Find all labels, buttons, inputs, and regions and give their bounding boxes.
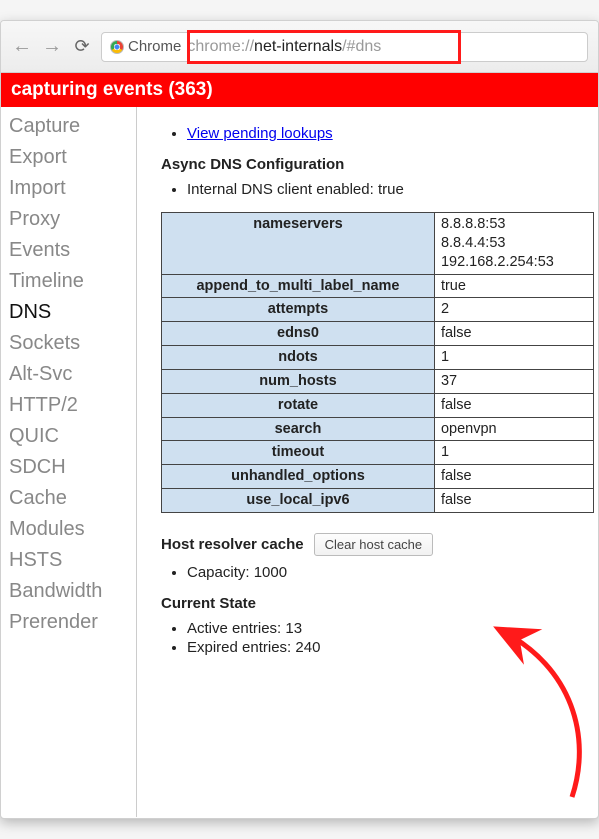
cfg-val-timeout: 1: [434, 441, 593, 465]
main-panel: View pending lookups Async DNS Configura…: [137, 107, 598, 817]
sidebar-item-alt-svc[interactable]: Alt-Svc: [9, 359, 136, 390]
capacity-text: Capacity: 1000: [187, 564, 594, 581]
table-row: unhandled_optionsfalse: [162, 465, 594, 489]
url-text: chrome://net-internals/#dns: [187, 38, 381, 56]
cfg-val-nameservers: 8.8.8.8:538.8.4.4:53192.168.2.254:53: [434, 213, 593, 275]
client-enabled-text: Internal DNS client enabled: true: [187, 181, 594, 198]
clear-host-cache-button[interactable]: Clear host cache: [314, 533, 434, 556]
sidebar-item-import[interactable]: Import: [9, 173, 136, 204]
forward-button[interactable]: →: [41, 35, 63, 58]
cfg-key-edns0: edns0: [162, 322, 435, 346]
cfg-key-rotate: rotate: [162, 393, 435, 417]
sidebar-item-hsts[interactable]: HSTS: [9, 545, 136, 576]
capture-banner: capturing events (363): [1, 73, 598, 107]
cfg-val-use_local_ipv6: false: [434, 489, 593, 513]
chrome-badge-label: Chrome: [128, 38, 181, 55]
cfg-key-num_hosts: num_hosts: [162, 369, 435, 393]
reload-button[interactable]: ⟳: [71, 36, 93, 57]
url-host: net-internals: [254, 38, 342, 55]
cfg-key-timeout: timeout: [162, 441, 435, 465]
view-pending-link[interactable]: View pending lookups: [187, 125, 333, 142]
current-state-header: Current State: [161, 595, 594, 612]
cfg-key-append_to_multi_label_name: append_to_multi_label_name: [162, 274, 435, 298]
sidebar-item-timeline[interactable]: Timeline: [9, 266, 136, 297]
table-row: nameservers8.8.8.8:538.8.4.4:53192.168.2…: [162, 213, 594, 275]
capture-banner-text: capturing events (363): [11, 79, 213, 100]
table-row: timeout1: [162, 441, 594, 465]
cfg-val-edns0: false: [434, 322, 593, 346]
sidebar-item-cache[interactable]: Cache: [9, 483, 136, 514]
table-row: ndots1: [162, 346, 594, 370]
cfg-val-rotate: false: [434, 393, 593, 417]
dns-config-table: nameservers8.8.8.8:538.8.4.4:53192.168.2…: [161, 212, 594, 513]
sidebar-item-capture[interactable]: Capture: [9, 111, 136, 142]
active-entries-text: Active entries: 13: [187, 620, 594, 637]
sidebar-item-dns[interactable]: DNS: [9, 297, 136, 328]
back-button[interactable]: ←: [11, 35, 33, 58]
chrome-icon: [110, 40, 124, 54]
cfg-key-use_local_ipv6: use_local_ipv6: [162, 489, 435, 513]
cfg-val-num_hosts: 37: [434, 369, 593, 393]
browser-window: ← → ⟳ Chrome chrome://net-internals/#dns…: [0, 20, 599, 819]
cfg-key-nameservers: nameservers: [162, 213, 435, 275]
table-row: use_local_ipv6false: [162, 489, 594, 513]
cfg-val-attempts: 2: [434, 298, 593, 322]
table-row: edns0false: [162, 322, 594, 346]
url-path: /#dns: [342, 38, 381, 55]
sidebar-item-bandwidth[interactable]: Bandwidth: [9, 576, 136, 607]
cfg-val-append_to_multi_label_name: true: [434, 274, 593, 298]
sidebar-item-prerender[interactable]: Prerender: [9, 607, 136, 638]
sidebar-item-export[interactable]: Export: [9, 142, 136, 173]
cfg-val-unhandled_options: false: [434, 465, 593, 489]
cfg-key-ndots: ndots: [162, 346, 435, 370]
sidebar-item-sockets[interactable]: Sockets: [9, 328, 136, 359]
sidebar-item-sdch[interactable]: SDCH: [9, 452, 136, 483]
sidebar-item-events[interactable]: Events: [9, 235, 136, 266]
sidebar-item-proxy[interactable]: Proxy: [9, 204, 136, 235]
cfg-val-search: openvpn: [434, 417, 593, 441]
sidebar: CaptureExportImportProxyEventsTimelineDN…: [1, 107, 137, 817]
cfg-val-ndots: 1: [434, 346, 593, 370]
cfg-key-search: search: [162, 417, 435, 441]
sidebar-item-modules[interactable]: Modules: [9, 514, 136, 545]
table-row: attempts2: [162, 298, 594, 322]
table-row: num_hosts37: [162, 369, 594, 393]
async-dns-header: Async DNS Configuration: [161, 156, 594, 173]
sidebar-item-quic[interactable]: QUIC: [9, 421, 136, 452]
table-row: searchopenvpn: [162, 417, 594, 441]
table-row: append_to_multi_label_nametrue: [162, 274, 594, 298]
browser-toolbar: ← → ⟳ Chrome chrome://net-internals/#dns: [1, 21, 598, 73]
url-scheme: chrome://: [187, 38, 254, 55]
chrome-badge: Chrome: [110, 38, 181, 55]
address-bar[interactable]: Chrome chrome://net-internals/#dns: [101, 32, 588, 62]
table-row: rotatefalse: [162, 393, 594, 417]
expired-entries-text: Expired entries: 240: [187, 639, 594, 656]
host-resolver-header: Host resolver cache: [161, 536, 304, 553]
cfg-key-unhandled_options: unhandled_options: [162, 465, 435, 489]
sidebar-item-http-2[interactable]: HTTP/2: [9, 390, 136, 421]
content-area: CaptureExportImportProxyEventsTimelineDN…: [1, 107, 598, 817]
cfg-key-attempts: attempts: [162, 298, 435, 322]
